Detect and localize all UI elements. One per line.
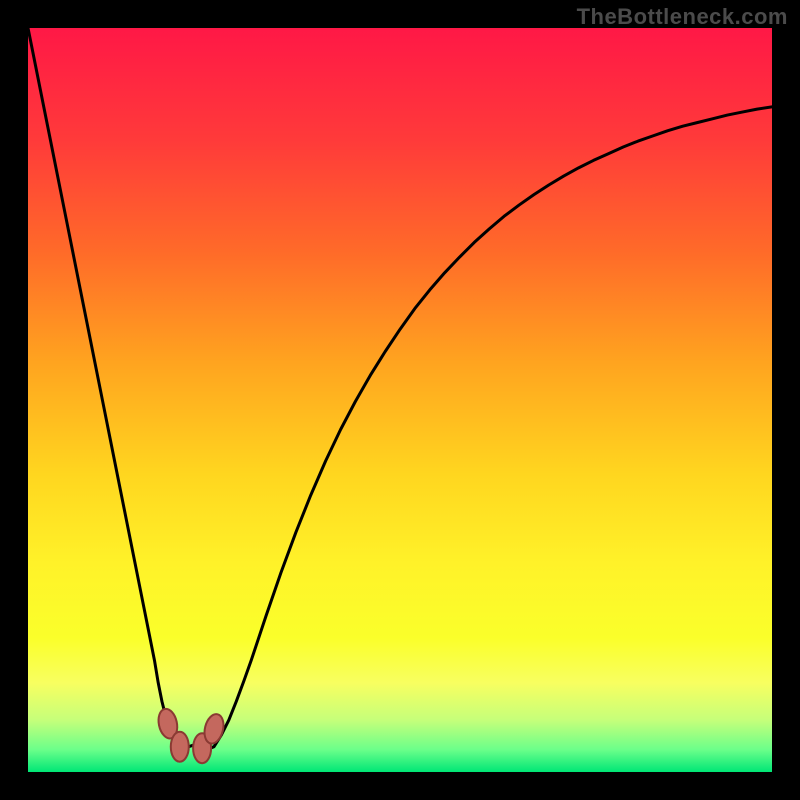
gradient-background [28,28,772,772]
plot-area [28,28,772,772]
endpoint-marker [171,732,189,762]
chart-container: TheBottleneck.com [0,0,800,800]
watermark-text: TheBottleneck.com [577,4,788,30]
bottleneck-chart [0,0,800,800]
